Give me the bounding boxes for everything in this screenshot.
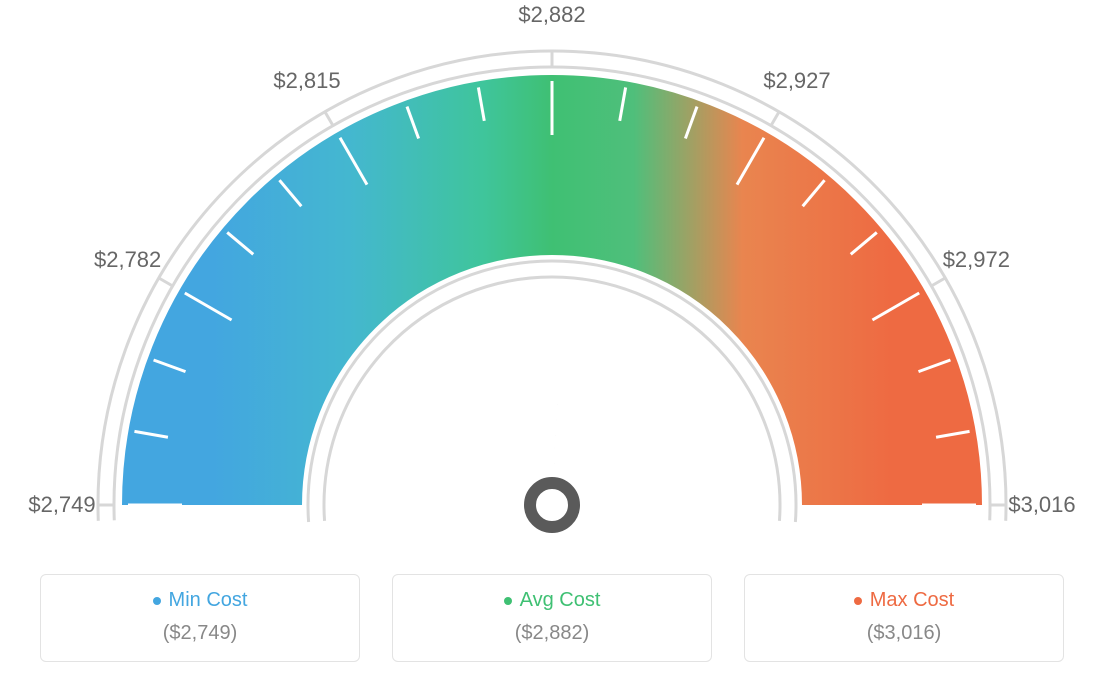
gauge-tick-label: $2,972 (943, 247, 1010, 273)
gauge-tick-label: $2,927 (763, 68, 830, 94)
avg-cost-title: Avg Cost (403, 589, 701, 612)
gauge-chart-container: $2,749 $2,782 $2,815 $2,882 $2,927 $2,972 $3,0… (0, 0, 1104, 690)
gauge-tick-label: $2,815 (273, 68, 340, 94)
gauge-tick-label: $2,882 (518, 2, 585, 28)
max-cost-value: ($3,016) (755, 622, 1053, 645)
max-cost-label: Max Cost (870, 589, 954, 612)
avg-cost-card: Avg Cost ($2,882) (392, 574, 712, 662)
dot-icon (153, 597, 161, 605)
gauge-svg (0, 5, 1104, 565)
gauge-tick-label: $2,749 (28, 492, 95, 518)
gauge-area: $2,749 $2,782 $2,815 $2,882 $2,927 $2,972 $3,0… (0, 0, 1104, 560)
max-cost-card: Max Cost ($3,016) (744, 574, 1064, 662)
gauge-tick-label: $3,016 (1008, 492, 1075, 518)
dot-icon (504, 597, 512, 605)
min-cost-card: Min Cost ($2,749) (40, 574, 360, 662)
max-cost-title: Max Cost (755, 589, 1053, 612)
min-cost-label: Min Cost (169, 589, 248, 612)
avg-cost-label: Avg Cost (520, 589, 601, 612)
dot-icon (854, 597, 862, 605)
min-cost-title: Min Cost (51, 589, 349, 612)
gauge-tick-label: $2,782 (94, 247, 161, 273)
min-cost-value: ($2,749) (51, 622, 349, 645)
avg-cost-value: ($2,882) (403, 622, 701, 645)
legend-cards: Min Cost ($2,749) Avg Cost ($2,882) Max … (40, 574, 1064, 662)
